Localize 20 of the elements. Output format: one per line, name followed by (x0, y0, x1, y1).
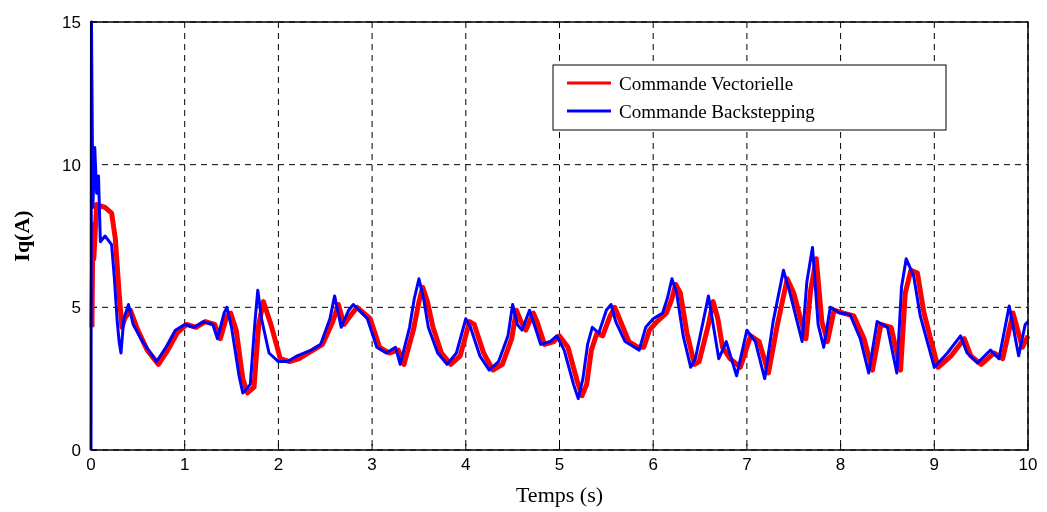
x-tick-label: 2 (273, 455, 284, 474)
y-axis-title: Iq(A) (9, 210, 34, 262)
x-tick-label: 6 (648, 455, 658, 474)
line-series (89, 20, 1030, 452)
x-tick-label: 9 (929, 455, 940, 474)
x-tick-label: 3 (367, 455, 377, 474)
y-tick-label: 15 (62, 12, 81, 32)
x-tick-label: 0 (86, 455, 96, 474)
x-tick-label: 1 (179, 455, 190, 474)
x-axis-title: Temps (s) (515, 482, 604, 507)
x-tick-label: 7 (742, 455, 752, 474)
y-tick-label: 0 (71, 440, 81, 460)
y-tick-label: 5 (71, 298, 81, 318)
legend-label: Commande Vectorielle (619, 72, 794, 94)
x-tick-label: 8 (835, 455, 846, 474)
legend-label: Commande Backstepping (619, 100, 816, 122)
x-tick-label: 5 (554, 455, 565, 474)
y-tick-label: 10 (62, 155, 81, 175)
x-tick-label: 10 (1018, 455, 1038, 474)
x-tick-label: 4 (461, 455, 471, 474)
